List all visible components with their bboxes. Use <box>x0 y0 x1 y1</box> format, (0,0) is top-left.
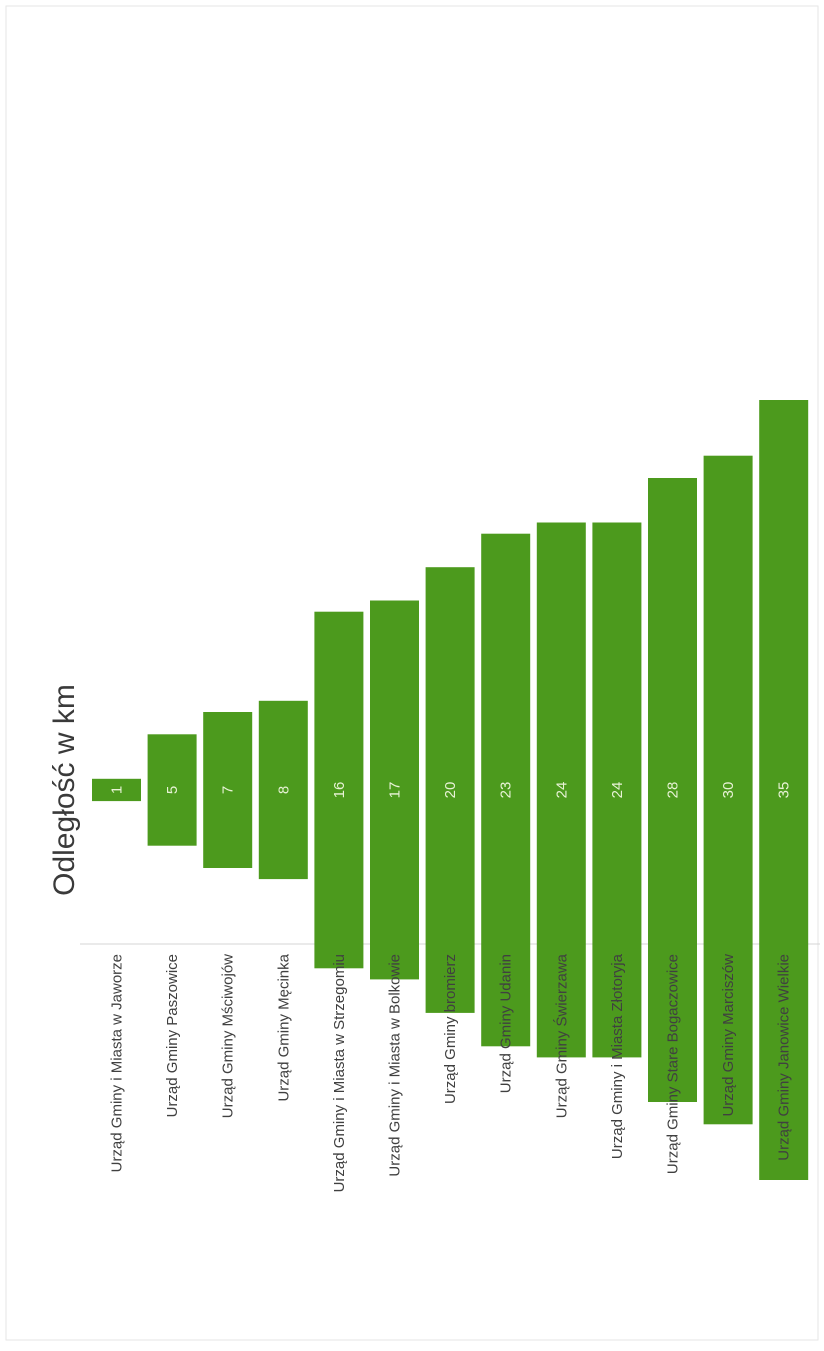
bar <box>592 522 642 1058</box>
category-label: Urząd Gminy Marciszów <box>720 954 737 1117</box>
bar <box>92 778 141 802</box>
category-labels-group: Urząd Gminy i Miasta w Jaworze Urząd Gmin… <box>109 953 793 1192</box>
category-label: Urząd Gminy Janowice Wielkie <box>776 954 793 1161</box>
data-label: 23 <box>498 782 515 799</box>
data-label: 30 <box>720 782 737 799</box>
category-label: Urząd Gminy Stare Bogaczowice <box>665 954 682 1174</box>
category-label: Urząd Gminy Męcinka <box>275 953 292 1101</box>
bar <box>759 400 809 1180</box>
data-label: 7 <box>220 786 237 794</box>
data-label: 24 <box>609 782 626 799</box>
chart-frame <box>5 5 819 1341</box>
bar <box>203 712 253 868</box>
category-label: Urząd Gminy i Miasta w Bolkowie <box>387 954 404 1177</box>
data-label: 35 <box>776 782 793 799</box>
chart-title: Odległość w km <box>48 684 81 896</box>
data-label: 28 <box>665 782 682 799</box>
bar <box>147 734 197 846</box>
data-label: 8 <box>275 786 292 794</box>
category-label: Urząd Gminy Świerzawa <box>552 953 570 1118</box>
data-label: 24 <box>553 782 570 799</box>
category-label: Urząd Gminy bromierz <box>442 954 459 1104</box>
data-label: 1 <box>109 786 126 794</box>
category-label: Urząd Gminy i Miasta w Strzegomiu <box>331 954 348 1192</box>
category-label: Urząd Gminy i Miasta w Jaworze <box>109 954 126 1172</box>
bar <box>703 455 753 1125</box>
data-label: 16 <box>331 782 348 799</box>
bar <box>536 522 586 1058</box>
data-label: 17 <box>387 782 404 799</box>
category-label: Urząd Gminy Paszowice <box>164 954 181 1117</box>
bar <box>370 600 419 980</box>
category-label: Urząd Gminy Udanin <box>498 954 515 1093</box>
bar <box>258 700 308 880</box>
data-label: 20 <box>442 782 459 799</box>
data-label: 5 <box>164 786 181 794</box>
bars-group: 1 5 7 8 16 17 20 23 24 24 28 30 35 <box>92 400 809 1180</box>
bar <box>481 533 531 1047</box>
bar <box>314 611 364 969</box>
category-label: Urząd Gminy Mściwojów <box>220 954 237 1118</box>
category-label: Urząd Gminy i Miasta Złotoryja <box>609 953 626 1159</box>
bar <box>648 478 697 1102</box>
bar <box>425 567 475 1013</box>
